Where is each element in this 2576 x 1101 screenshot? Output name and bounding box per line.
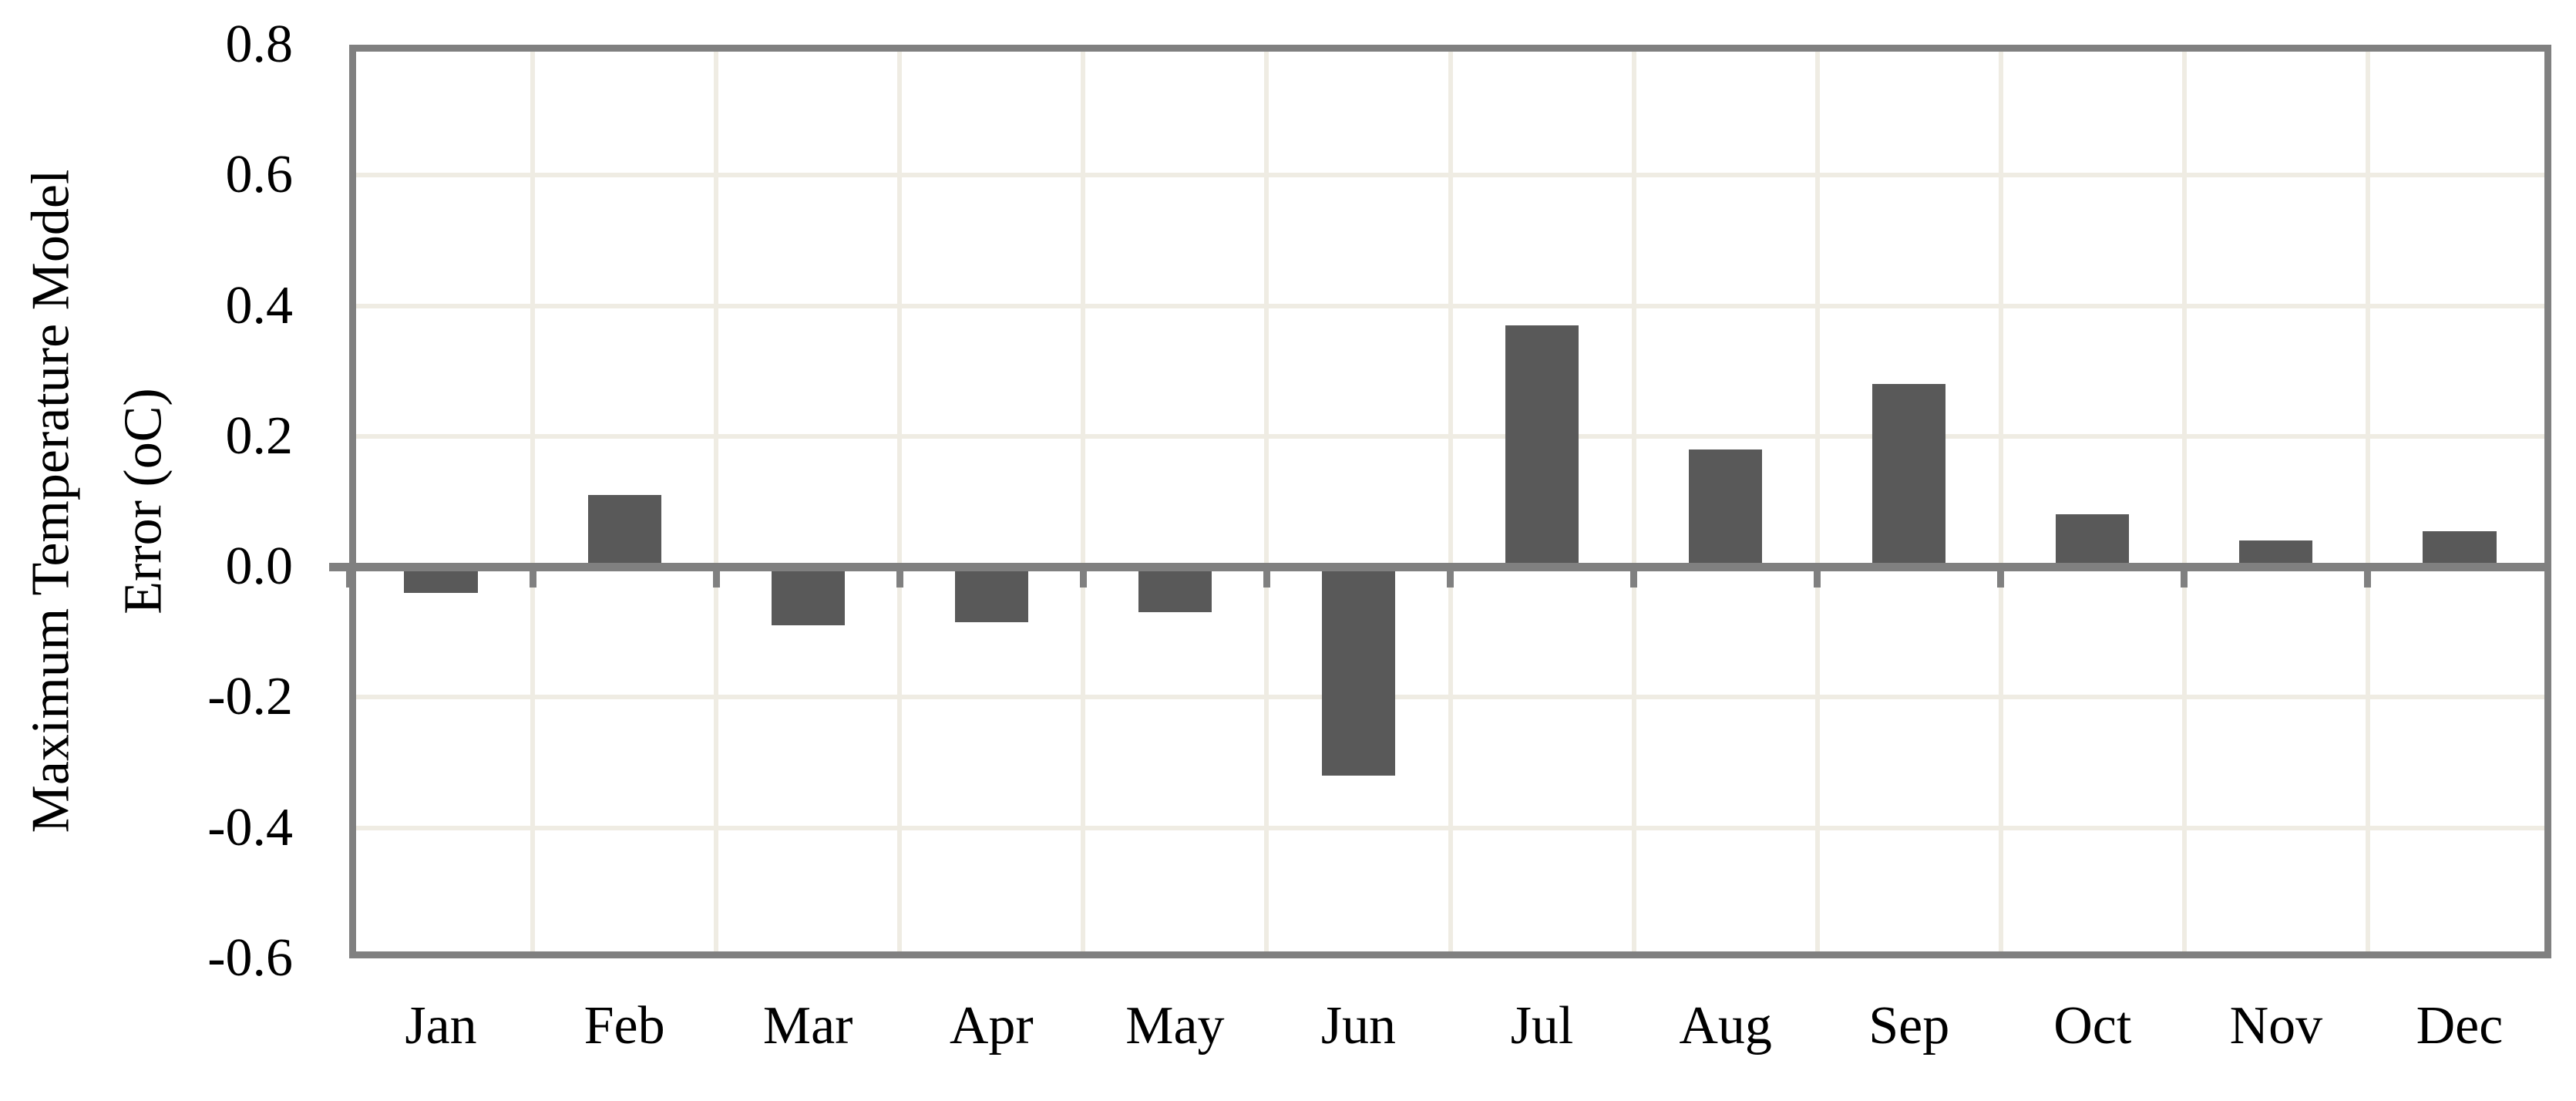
bar-feb [587, 495, 661, 567]
x-tick-label-may: May [1125, 996, 1225, 1056]
x-axis-tick [712, 562, 720, 588]
y-tick-label-0.4: 0.4 [225, 275, 294, 335]
bar-nov [2239, 540, 2313, 567]
v-gridline [530, 45, 536, 958]
x-axis-tick [1997, 562, 2005, 588]
v-gridline [897, 45, 903, 958]
x-axis-tick [529, 562, 536, 588]
x-axis-tick [345, 562, 353, 588]
x-axis-tick [1630, 562, 1638, 588]
x-tick-label-aug: Aug [1679, 996, 1772, 1056]
bar-sep [1872, 384, 1946, 567]
x-axis-tick [1079, 562, 1087, 588]
x-tick-label-apr: Apr [949, 996, 1034, 1056]
bar-apr [954, 567, 1028, 623]
v-gridline [2181, 45, 2187, 958]
x-tick-label-mar: Mar [762, 996, 853, 1056]
x-tick-label-jun: Jun [1320, 996, 1397, 1056]
x-axis-tick [2181, 562, 2188, 588]
bar-jul [1505, 325, 1579, 567]
x-tick-label-sep: Sep [1868, 996, 1950, 1056]
x-tick-label-nov: Nov [2229, 996, 2323, 1056]
x-axis-tick [2364, 562, 2372, 588]
y-tick-label--0.2: -0.2 [207, 667, 293, 727]
x-tick-label-dec: Dec [2416, 996, 2504, 1056]
zero-axis-line [329, 562, 2551, 571]
plot-area [329, 45, 2551, 958]
y-tick-label--0.4: -0.4 [207, 797, 293, 857]
x-axis-tick [1447, 562, 1454, 588]
x-tick-label-jul: Jul [1510, 996, 1574, 1056]
v-gridline [714, 45, 719, 958]
v-gridline [1814, 45, 1820, 958]
v-gridline [1631, 45, 1636, 958]
bar-jun [1321, 567, 1396, 776]
y-tick-label--0.6: -0.6 [207, 928, 293, 988]
x-axis-tick [1263, 562, 1270, 588]
x-axis-tick [2544, 562, 2551, 588]
v-gridline [1448, 45, 1453, 958]
v-gridline [1081, 45, 1086, 958]
y-tick-label-0.0: 0.0 [225, 537, 294, 597]
v-gridline [1264, 45, 1270, 958]
bar-oct [2056, 514, 2130, 567]
x-tick-label-jan: Jan [405, 996, 477, 1056]
x-tick-label-feb: Feb [583, 996, 665, 1056]
y-tick-label-0.6: 0.6 [225, 145, 294, 205]
x-axis-tick [1814, 562, 1821, 588]
x-tick-label-oct: Oct [2053, 996, 2132, 1056]
bar-jan [404, 567, 478, 593]
v-gridline [1998, 45, 2003, 958]
x-axis-tick [896, 562, 903, 588]
v-gridline [2365, 45, 2370, 958]
y-tick-label-0.2: 0.2 [225, 406, 294, 466]
bar-dec [2423, 530, 2497, 567]
y-tick-label-0.8: 0.8 [225, 15, 294, 74]
bar-aug [1689, 449, 1763, 567]
bar-mar [771, 567, 845, 626]
bar-may [1138, 567, 1212, 613]
